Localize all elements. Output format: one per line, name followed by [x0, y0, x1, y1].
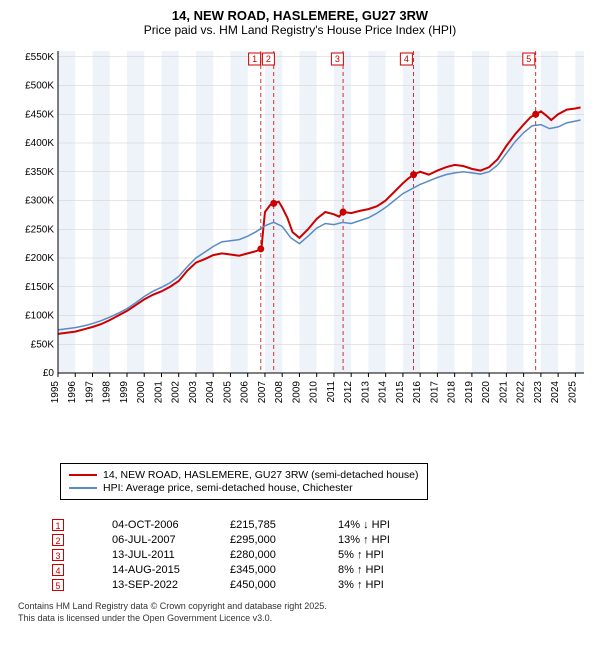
svg-text:2015: 2015: [395, 381, 406, 404]
svg-text:£250K: £250K: [25, 224, 54, 235]
svg-text:1: 1: [252, 54, 257, 64]
svg-text:2023: 2023: [533, 381, 544, 404]
svg-text:1998: 1998: [102, 381, 113, 404]
sale-price: £345,000: [230, 564, 310, 576]
svg-text:£450K: £450K: [25, 109, 54, 120]
svg-text:£350K: £350K: [25, 167, 54, 178]
svg-text:2009: 2009: [291, 381, 302, 404]
svg-text:2007: 2007: [257, 381, 268, 404]
svg-text:2003: 2003: [188, 381, 199, 404]
svg-text:2013: 2013: [360, 381, 371, 404]
sale-pct: 5% ↑ HPI: [338, 549, 428, 561]
svg-text:2000: 2000: [136, 381, 147, 404]
sale-marker-num: 2: [52, 534, 64, 546]
svg-text:£550K: £550K: [25, 52, 54, 63]
sale-price: £215,785: [230, 519, 310, 531]
footer-line-2: This data is licensed under the Open Gov…: [18, 613, 590, 625]
svg-text:1999: 1999: [119, 381, 130, 404]
footer-line-1: Contains HM Land Registry data © Crown c…: [18, 601, 590, 613]
svg-text:2012: 2012: [343, 381, 354, 404]
sale-marker-num: 1: [52, 519, 64, 531]
svg-text:2002: 2002: [171, 381, 182, 404]
sale-pct: 3% ↑ HPI: [338, 579, 428, 591]
svg-text:2005: 2005: [222, 381, 233, 404]
chart-title-2: Price paid vs. HM Land Registry's House …: [10, 23, 590, 37]
sale-marker-num: 3: [52, 549, 64, 561]
svg-text:2024: 2024: [550, 381, 561, 404]
sale-price: £295,000: [230, 534, 310, 546]
svg-text:2006: 2006: [240, 381, 251, 404]
svg-text:2001: 2001: [153, 381, 164, 404]
sale-date: 13-SEP-2022: [112, 579, 202, 591]
chart-legend: 14, NEW ROAD, HASLEMERE, GU27 3RW (semi-…: [60, 463, 428, 500]
svg-text:2008: 2008: [274, 381, 285, 404]
svg-text:£100K: £100K: [25, 311, 54, 322]
svg-text:2014: 2014: [378, 381, 389, 404]
svg-text:1995: 1995: [50, 381, 61, 404]
sale-row: 1 04-OCT-2006 £215,785 14% ↓ HPI: [52, 519, 590, 531]
svg-text:£150K: £150K: [25, 282, 54, 293]
sales-table: 1 04-OCT-2006 £215,785 14% ↓ HPI 2 06-JU…: [52, 519, 590, 591]
svg-text:2018: 2018: [447, 381, 458, 404]
svg-text:5: 5: [526, 54, 531, 64]
sale-pct: 8% ↑ HPI: [338, 564, 428, 576]
svg-text:1997: 1997: [84, 381, 95, 404]
legend-item: 14, NEW ROAD, HASLEMERE, GU27 3RW (semi-…: [69, 469, 419, 481]
footer-text: Contains HM Land Registry data © Crown c…: [18, 601, 590, 624]
svg-text:2021: 2021: [498, 381, 509, 404]
sale-marker-num: 4: [52, 564, 64, 576]
sale-date: 04-OCT-2006: [112, 519, 202, 531]
svg-text:£400K: £400K: [25, 138, 54, 149]
sale-row: 5 13-SEP-2022 £450,000 3% ↑ HPI: [52, 579, 590, 591]
svg-text:2010: 2010: [309, 381, 320, 404]
svg-text:2016: 2016: [412, 381, 423, 404]
sale-pct: 13% ↑ HPI: [338, 534, 428, 546]
sale-date: 14-AUG-2015: [112, 564, 202, 576]
sale-pct: 14% ↓ HPI: [338, 519, 428, 531]
sale-row: 3 13-JUL-2011 £280,000 5% ↑ HPI: [52, 549, 590, 561]
svg-text:2011: 2011: [326, 381, 337, 403]
chart-title-1: 14, NEW ROAD, HASLEMERE, GU27 3RW: [10, 8, 590, 23]
sale-marker-num: 5: [52, 579, 64, 591]
svg-text:2: 2: [266, 54, 271, 64]
sale-price: £280,000: [230, 549, 310, 561]
svg-text:£50K: £50K: [31, 339, 55, 350]
svg-text:2004: 2004: [205, 381, 216, 404]
svg-text:£300K: £300K: [25, 196, 54, 207]
sale-price: £450,000: [230, 579, 310, 591]
legend-item: HPI: Average price, semi-detached house,…: [69, 482, 419, 494]
sale-date: 13-JUL-2011: [112, 549, 202, 561]
svg-text:£500K: £500K: [25, 81, 54, 92]
sale-row: 2 06-JUL-2007 £295,000 13% ↑ HPI: [52, 534, 590, 546]
chart-area: £0 £50K £100K £150K £200K £250K £300K £350K £400…: [10, 43, 590, 433]
sale-date: 06-JUL-2007: [112, 534, 202, 546]
svg-text:£0: £0: [43, 368, 55, 379]
svg-text:1996: 1996: [67, 381, 78, 404]
svg-text:3: 3: [335, 54, 340, 64]
svg-text:2022: 2022: [516, 381, 527, 404]
sale-row: 4 14-AUG-2015 £345,000 8% ↑ HPI: [52, 564, 590, 576]
svg-text:2025: 2025: [567, 381, 578, 404]
svg-text:2017: 2017: [429, 381, 440, 404]
svg-text:£200K: £200K: [25, 253, 54, 264]
svg-text:2019: 2019: [464, 381, 475, 404]
svg-text:4: 4: [404, 54, 409, 64]
svg-text:2020: 2020: [481, 381, 492, 404]
